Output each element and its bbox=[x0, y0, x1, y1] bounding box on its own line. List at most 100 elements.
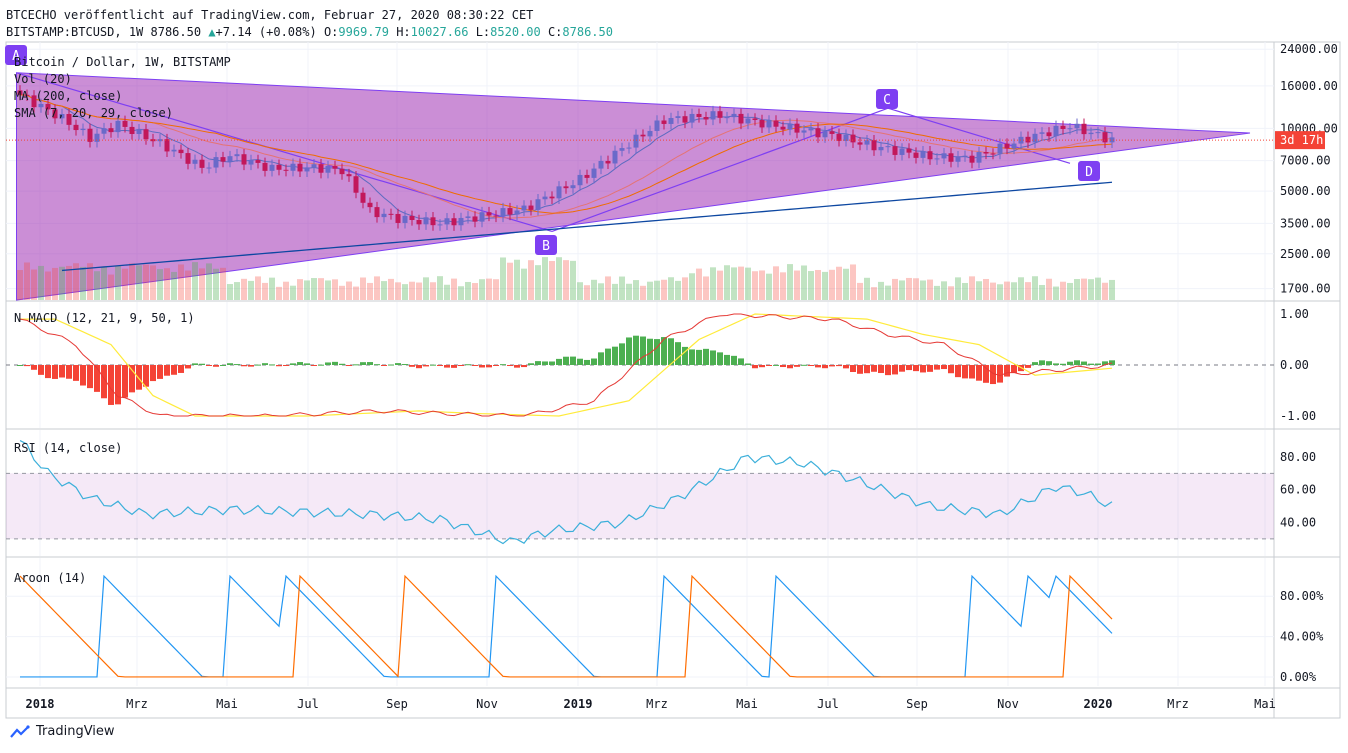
close-value: 8786.50 bbox=[562, 25, 613, 39]
volume-bar bbox=[542, 257, 548, 300]
price-legend-item: SMA (7, 20, 29, close) bbox=[14, 106, 173, 120]
volume-bar bbox=[227, 284, 233, 300]
candle-body bbox=[185, 153, 191, 164]
macd-histogram-bar bbox=[234, 364, 240, 366]
volume-bar bbox=[976, 281, 982, 300]
macd-histogram-bar bbox=[80, 365, 86, 386]
volume-bar bbox=[521, 268, 527, 300]
candle-body bbox=[255, 160, 261, 163]
volume-bar bbox=[556, 257, 562, 300]
macd-histogram-bar bbox=[129, 365, 135, 393]
candle-body bbox=[101, 128, 107, 134]
candle-body bbox=[465, 216, 471, 218]
volume-bar bbox=[535, 265, 541, 300]
candle-body bbox=[647, 130, 653, 137]
volume-bar bbox=[899, 280, 905, 300]
volume-bar bbox=[325, 280, 331, 300]
candle-body bbox=[227, 156, 233, 162]
y-tick-label: 3500.00 bbox=[1280, 216, 1331, 230]
candle-body bbox=[1060, 125, 1066, 129]
macd-histogram-bar bbox=[31, 365, 37, 370]
candle-body bbox=[24, 94, 30, 96]
volume-bar bbox=[157, 269, 163, 300]
pattern-label-badge bbox=[535, 235, 557, 255]
macd-histogram-bar bbox=[1088, 363, 1094, 365]
y-tick-label: 0.00 bbox=[1280, 358, 1309, 372]
pattern-label-text: A bbox=[12, 49, 20, 64]
volume-bar bbox=[493, 279, 499, 300]
macd-histogram-bar bbox=[668, 338, 674, 365]
candle-body bbox=[17, 90, 23, 95]
ohlc-line: BITSTAMP:BTCUSD, 1W 8786.50 ▲+7.14 (+0.0… bbox=[6, 25, 613, 39]
macd-histogram-bar bbox=[549, 361, 555, 365]
macd-histogram-bar bbox=[255, 364, 261, 366]
volume-bar bbox=[598, 283, 604, 300]
candle-body bbox=[920, 151, 926, 158]
macd-histogram-bar bbox=[143, 365, 149, 387]
macd-histogram-bar bbox=[1067, 361, 1073, 365]
volume-bar bbox=[262, 282, 268, 300]
macd-histogram-bar bbox=[654, 339, 660, 365]
candle-body bbox=[472, 216, 478, 222]
macd-histogram-bar bbox=[73, 365, 79, 381]
volume-bar bbox=[955, 277, 961, 300]
volume-bar bbox=[1067, 282, 1073, 300]
volume-bar bbox=[115, 265, 121, 300]
macd-histogram-bar bbox=[605, 348, 611, 365]
volume-bar bbox=[703, 276, 709, 300]
volume-bar bbox=[269, 277, 275, 300]
macd-histogram-bar bbox=[199, 363, 205, 365]
candle-body bbox=[234, 154, 240, 157]
volume-bar bbox=[458, 286, 464, 300]
candle-body bbox=[367, 202, 373, 208]
volume-bar bbox=[612, 283, 618, 300]
volume-bar bbox=[997, 284, 1003, 300]
candle-body bbox=[640, 134, 646, 137]
macd-histogram-bar bbox=[878, 365, 884, 374]
x-tick-label: Jul bbox=[817, 697, 839, 711]
macd-histogram-bar bbox=[290, 363, 296, 365]
macd-histogram-bar bbox=[801, 364, 807, 366]
macd-histogram-bar bbox=[325, 362, 331, 365]
volume-bar bbox=[633, 280, 639, 300]
volume-bar bbox=[710, 267, 716, 300]
y-tick-label: 2500.00 bbox=[1280, 247, 1331, 261]
volume-bar bbox=[143, 264, 149, 300]
macd-histogram-bar bbox=[885, 365, 891, 376]
macd-histogram-bar bbox=[542, 361, 548, 365]
volume-bar bbox=[318, 278, 324, 300]
volume-bar bbox=[409, 281, 415, 300]
macd-histogram-bar bbox=[136, 365, 142, 390]
macd-histogram-bar bbox=[689, 349, 695, 365]
candle-body bbox=[192, 159, 198, 164]
chart-frame bbox=[5, 41, 1341, 719]
volume-bar bbox=[423, 277, 429, 300]
volume-bar bbox=[206, 263, 212, 300]
candle-body bbox=[332, 166, 338, 169]
tradingview-logo[interactable]: TradingView bbox=[10, 724, 115, 739]
candle-body bbox=[52, 109, 58, 119]
volume-bar bbox=[472, 283, 478, 300]
volume-bar bbox=[1018, 277, 1024, 300]
volume-bar bbox=[1053, 286, 1059, 300]
candle-body bbox=[241, 154, 247, 165]
macd-histogram-bar bbox=[969, 365, 975, 379]
macd-histogram-bar bbox=[479, 365, 485, 368]
candle-body bbox=[542, 196, 548, 200]
volume-bar bbox=[829, 269, 835, 300]
volume-bar bbox=[1060, 281, 1066, 300]
volume-bar bbox=[514, 259, 520, 300]
macd-histogram-bar bbox=[1039, 360, 1045, 365]
candle-body bbox=[164, 139, 170, 152]
volume-bar bbox=[668, 277, 674, 300]
volume-bar bbox=[80, 266, 86, 300]
macd-histogram-bar bbox=[66, 365, 72, 379]
macd-histogram-bar bbox=[661, 337, 667, 365]
candle-body bbox=[906, 148, 912, 153]
volume-bar bbox=[850, 264, 856, 300]
candle-body bbox=[1004, 143, 1010, 149]
volume-bar bbox=[801, 265, 807, 300]
volume-bar bbox=[724, 265, 730, 300]
macd-histogram-bar bbox=[724, 354, 730, 365]
